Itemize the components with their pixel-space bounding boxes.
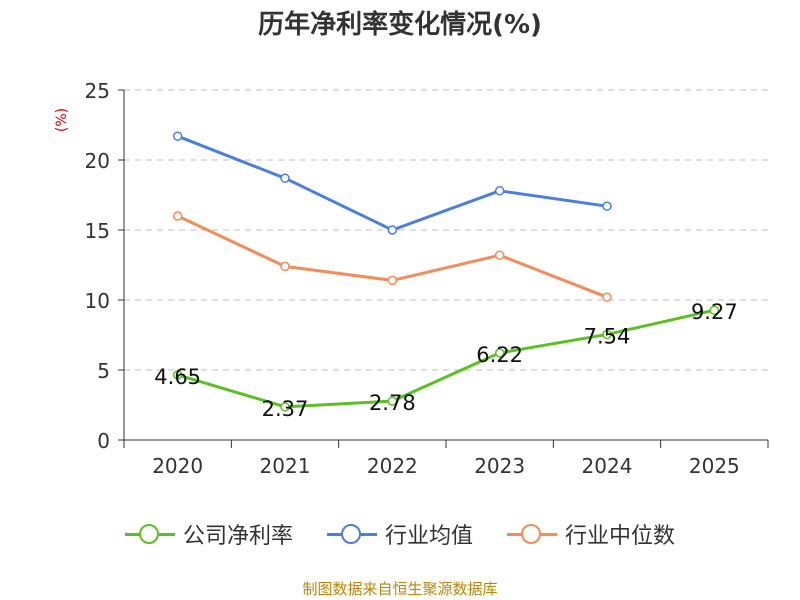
data-point	[387, 396, 398, 406]
y-tick-label: 5	[97, 359, 110, 383]
data-point	[280, 261, 290, 272]
x-tick-label: 2020	[152, 454, 203, 478]
x-tick-label: 2022	[367, 454, 418, 478]
y-tick-label: 20	[85, 149, 110, 173]
x-tick-label: 2024	[582, 454, 633, 478]
data-point	[280, 173, 290, 183]
series-line	[177, 308, 715, 409]
data-label: 6.22	[476, 343, 523, 367]
data-label: 4.65	[154, 365, 201, 389]
data-point	[602, 201, 612, 211]
data-point	[172, 211, 183, 221]
legend-swatch-icon	[507, 524, 557, 544]
legend-item-industry-mean[interactable]: 行业均值	[326, 518, 473, 550]
data-point	[494, 186, 505, 196]
data-point	[172, 370, 183, 380]
data-label: 2.37	[262, 397, 309, 421]
y-tick-label: 0	[97, 429, 110, 453]
series-line	[177, 134, 608, 232]
chart-title: 历年净利率变化情况(%)	[258, 10, 542, 40]
data-point	[602, 292, 612, 302]
data-label: 9.27	[691, 300, 738, 324]
data-label: 7.54	[584, 324, 631, 348]
y-tick-label: 25	[85, 79, 110, 103]
legend: 公司净利率 行业均值 行业中位数	[0, 518, 800, 550]
legend-item-company[interactable]: 公司净利率	[124, 518, 293, 550]
legend-swatch-icon	[326, 524, 377, 544]
data-point	[280, 402, 290, 412]
data-point	[172, 131, 183, 141]
data-source-note: 制图数据来自恒生聚源数据库	[302, 580, 498, 598]
data-point	[387, 225, 398, 235]
data-point	[709, 305, 720, 315]
legend-label: 行业均值	[384, 524, 473, 549]
x-tick-label: 2023	[474, 454, 525, 478]
data-point	[494, 348, 505, 358]
data-label: 2.78	[369, 391, 416, 415]
x-tick-label: 2025	[689, 454, 740, 478]
legend-swatch-icon	[124, 524, 175, 544]
legend-item-industry-median[interactable]: 行业中位数	[507, 518, 675, 550]
y-tick-label: 10	[85, 289, 110, 313]
x-tick-label: 2021	[260, 454, 311, 478]
legend-label: 行业中位数	[565, 524, 676, 549]
data-point	[494, 250, 505, 260]
data-point	[602, 329, 612, 340]
legend-label: 公司净利率	[182, 524, 293, 549]
data-point	[387, 275, 398, 286]
y-tick-label: 15	[85, 219, 110, 243]
